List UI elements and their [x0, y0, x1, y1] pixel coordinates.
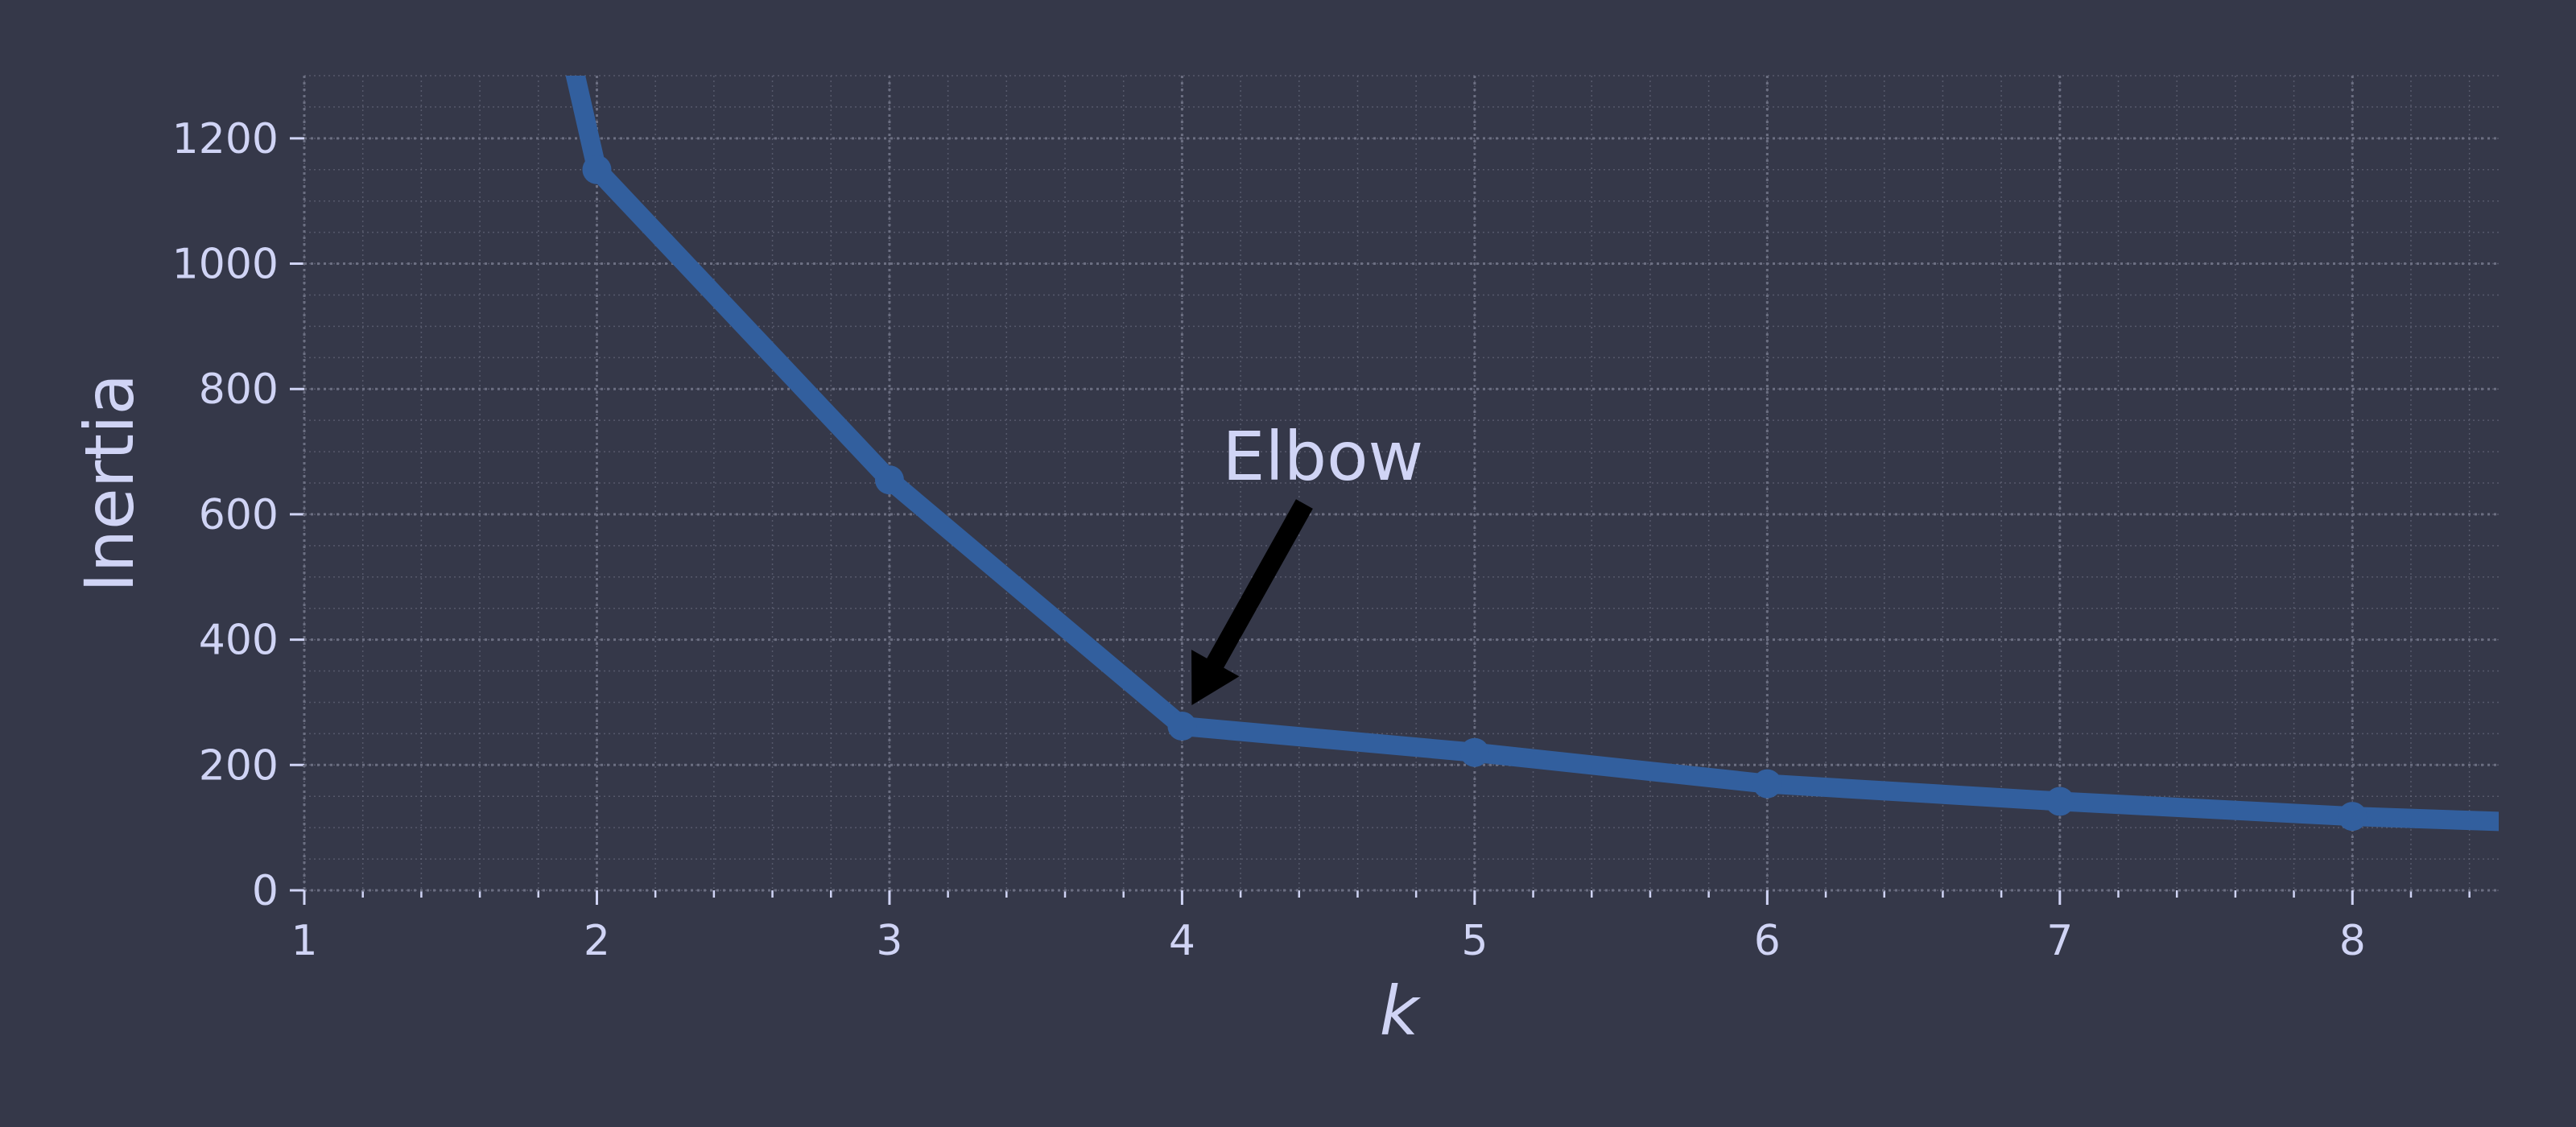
x-tick-label: 1 — [291, 917, 317, 965]
x-tick-label: 4 — [1169, 917, 1195, 965]
y-tick-label: 200 — [199, 741, 279, 790]
annotation-text: Elbow — [1222, 417, 1423, 496]
y-axis-label: Inertia — [70, 374, 149, 592]
x-axis-label: k — [1380, 972, 1422, 1051]
y-tick-label: 600 — [199, 491, 279, 539]
y-tick-label: 1200 — [172, 115, 279, 163]
y-tick-label: 400 — [199, 617, 279, 665]
x-tick-label: 6 — [1754, 917, 1781, 965]
plot-area — [565, 76, 2499, 832]
data-point — [2045, 786, 2074, 816]
x-tick-label: 5 — [1461, 917, 1488, 965]
data-point — [2338, 802, 2368, 832]
x-tick-label: 2 — [584, 917, 610, 965]
data-point — [874, 465, 904, 495]
x-tick-label: 7 — [2046, 917, 2073, 965]
data-point — [582, 155, 612, 184]
x-tick-label: 3 — [876, 917, 902, 965]
y-tick-label: 800 — [199, 365, 279, 414]
y-tick-label: 1000 — [172, 241, 279, 289]
annotation-arrow — [1191, 499, 1313, 706]
data-point — [1752, 769, 1782, 799]
x-tick-label: 8 — [2339, 917, 2366, 965]
data-point — [1459, 737, 1489, 767]
data-point — [1167, 712, 1197, 741]
y-tick-label: 0 — [252, 867, 279, 915]
